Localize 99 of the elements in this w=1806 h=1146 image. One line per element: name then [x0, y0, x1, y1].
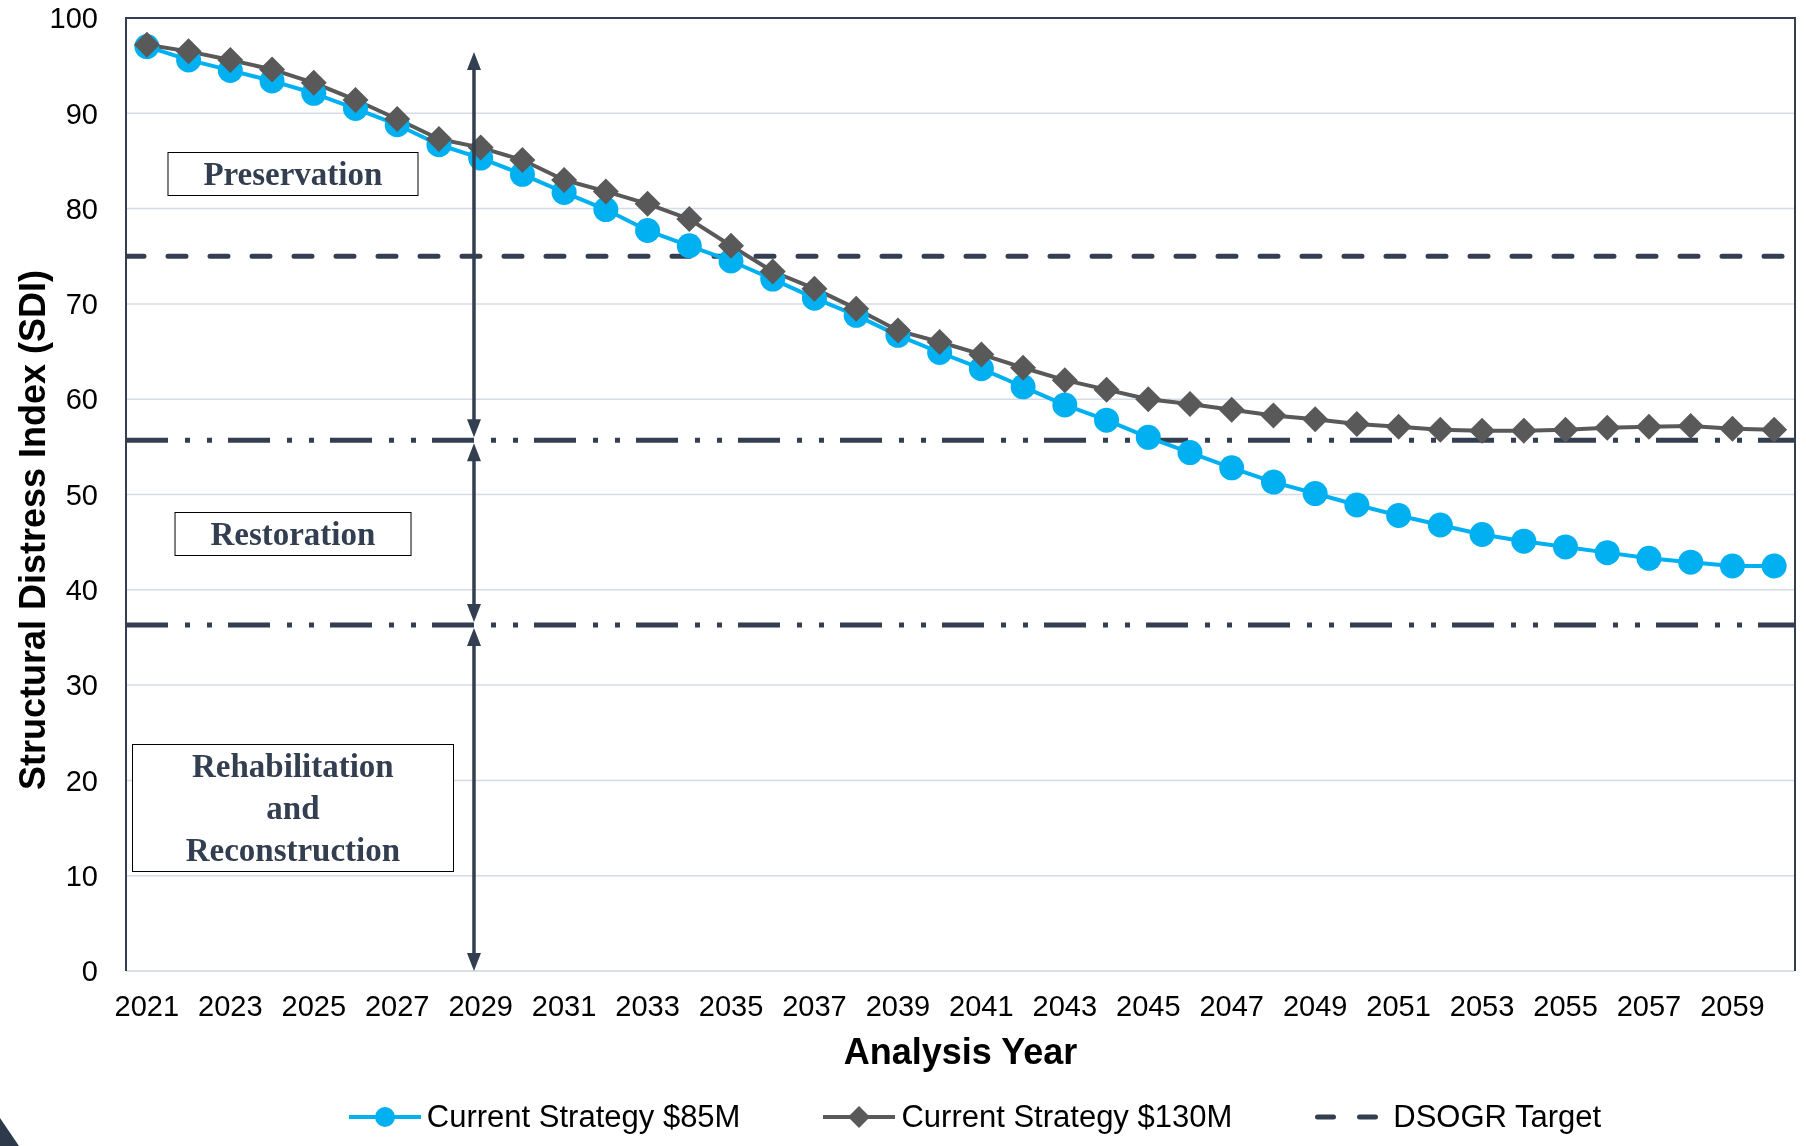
- point: [676, 206, 703, 233]
- annotation: Rehabilitation and Reconstruction: [185, 748, 401, 869]
- x-tick-label: 2055: [1533, 989, 1598, 1022]
- point: [759, 258, 786, 285]
- point: [718, 232, 745, 259]
- point: [1260, 402, 1287, 429]
- point: [884, 317, 911, 344]
- point: [1177, 440, 1203, 466]
- legend-label: Current Strategy $130M: [901, 1099, 1233, 1134]
- x-tick-label: 2029: [448, 989, 513, 1022]
- point: [1761, 553, 1787, 579]
- point: [425, 126, 452, 153]
- x-tick-label: 2059: [1700, 989, 1765, 1022]
- point: [1511, 528, 1537, 554]
- point: [1343, 410, 1370, 437]
- point: [1135, 386, 1162, 413]
- y-tick-label: 100: [49, 2, 98, 35]
- point: [676, 233, 702, 259]
- x-tick-label: 2021: [114, 989, 180, 1022]
- point: [1219, 455, 1245, 481]
- y-tick-label: 20: [65, 764, 98, 797]
- point: [175, 38, 202, 65]
- point: [1678, 549, 1704, 575]
- point: [1552, 416, 1579, 443]
- y-tick-label: 60: [65, 383, 98, 416]
- point: [1719, 553, 1745, 579]
- y-tick-label: 0: [81, 955, 98, 988]
- point: [509, 147, 536, 173]
- y-tick-label: 70: [65, 288, 98, 321]
- point: [1176, 390, 1203, 417]
- point: [1553, 534, 1579, 560]
- x-tick-label: 2045: [1116, 989, 1181, 1022]
- point: [1094, 407, 1120, 433]
- x-tick-label: 2037: [782, 989, 847, 1022]
- point: [1427, 416, 1454, 443]
- y-tick-label: 90: [65, 97, 98, 130]
- point: [1761, 416, 1788, 443]
- point: [1386, 502, 1412, 528]
- point: [1010, 374, 1036, 400]
- point: [968, 341, 995, 368]
- point: [926, 329, 953, 356]
- x-tick-label: 2051: [1366, 989, 1431, 1022]
- x-tick-label: 2049: [1282, 989, 1348, 1022]
- x-axis-title: Analysis Year: [843, 1031, 1078, 1072]
- point: [1260, 469, 1286, 495]
- x-tick-label: 2031: [531, 989, 597, 1022]
- x-tick-label: 2047: [1199, 989, 1264, 1022]
- point: [1135, 424, 1161, 450]
- point: [1677, 412, 1704, 439]
- point: [1510, 417, 1537, 444]
- legend-label: DSOGR Target: [1393, 1099, 1602, 1134]
- y-axis-title: Structural Distress Index (SDI): [12, 269, 53, 791]
- point: [1636, 545, 1662, 571]
- point: [300, 69, 327, 96]
- y-tick-label: 40: [65, 574, 98, 607]
- point: [1594, 414, 1621, 441]
- point: [1302, 481, 1328, 507]
- x-tick-label: 2057: [1616, 989, 1682, 1022]
- point: [1344, 492, 1370, 518]
- x-tick-label: 2041: [949, 989, 1014, 1022]
- x-tick-label: 2043: [1032, 989, 1098, 1022]
- y-tick-label: 80: [65, 192, 98, 225]
- point: [635, 218, 661, 244]
- annotation: Restoration: [210, 516, 376, 553]
- point: [1218, 396, 1245, 423]
- point: [1719, 415, 1746, 442]
- x-tick-label: 2025: [281, 989, 347, 1022]
- x-tick-label: 2023: [198, 989, 263, 1022]
- x-tick-label: 2039: [865, 989, 931, 1022]
- point: [1469, 417, 1496, 444]
- point: [342, 86, 369, 113]
- x-tick-label: 2033: [615, 989, 680, 1022]
- point: [1469, 522, 1495, 548]
- point: [551, 167, 578, 194]
- point: [1635, 413, 1662, 440]
- point: [1594, 540, 1620, 566]
- x-tick-label: 2035: [698, 989, 764, 1022]
- legend-label: Current Strategy $85M: [426, 1099, 741, 1134]
- point: [1385, 413, 1412, 440]
- x-tick-label: 2053: [1449, 989, 1515, 1022]
- point: [1010, 354, 1037, 381]
- point: [593, 197, 619, 223]
- point: [592, 178, 619, 205]
- x-tick-label: 2027: [364, 989, 430, 1022]
- point: [384, 106, 411, 133]
- point: [801, 275, 828, 302]
- annotation: Preservation: [203, 156, 383, 193]
- point: [217, 46, 244, 73]
- point: [843, 295, 870, 322]
- point: [1052, 392, 1078, 418]
- y-tick-label: 10: [65, 859, 98, 892]
- point: [634, 190, 661, 217]
- y-tick-label: 30: [65, 669, 98, 702]
- point: [1051, 367, 1078, 394]
- point: [1302, 406, 1329, 433]
- y-tick-label: 50: [65, 478, 98, 511]
- point: [259, 56, 286, 83]
- point: [1093, 376, 1120, 403]
- point: [1427, 512, 1453, 538]
